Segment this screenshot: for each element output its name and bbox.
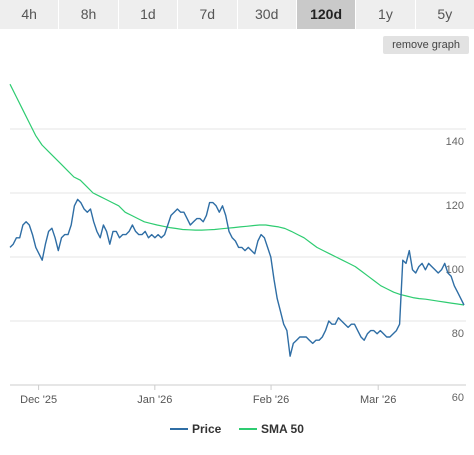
legend-label-sma-50: SMA 50 (261, 422, 304, 436)
y-tick-label-80: 80 (452, 328, 464, 340)
y-tick-label-60: 60 (452, 392, 464, 404)
remove-graph-button[interactable]: remove graph (383, 36, 469, 54)
price-chart: 60 80 100 120 140 Dec '25 Jan '26 Feb '26 Mar '2… (9, 83, 466, 406)
y-tick-label-120: 120 (446, 200, 464, 212)
legend-label-price: Price (192, 422, 222, 436)
tab-8h[interactable]: 8h (59, 0, 119, 29)
x-tick-label-0: Dec '25 (20, 394, 57, 406)
tab-7d[interactable]: 7d (178, 0, 238, 29)
tab-120d[interactable]: 120d (296, 0, 357, 29)
x-tick-label-1: Jan '26 (137, 394, 172, 406)
tab-5y[interactable]: 5y (437, 6, 453, 22)
legend-swatch-price (170, 428, 188, 430)
price-line (9, 198, 465, 357)
y-tick-label-100: 100 (446, 264, 464, 276)
sma-50-line (9, 83, 465, 306)
y-tick-label-140: 140 (446, 136, 464, 148)
tab-30d[interactable]: 30d (238, 0, 297, 29)
tab-1d[interactable]: 1d (119, 0, 179, 29)
x-tick-label-2: Feb '26 (253, 394, 289, 406)
legend-swatch-sma-50 (239, 428, 257, 430)
tab-4h[interactable]: 4h (0, 0, 60, 29)
chart-legend: Price SMA 50 (0, 418, 474, 440)
tab-1y[interactable]: 1y (356, 0, 416, 29)
x-tick-label-3: Mar '26 (360, 394, 396, 406)
range-tabs: 4h 8h 1d 7d 30d 120d 1y 5y (0, 0, 474, 29)
